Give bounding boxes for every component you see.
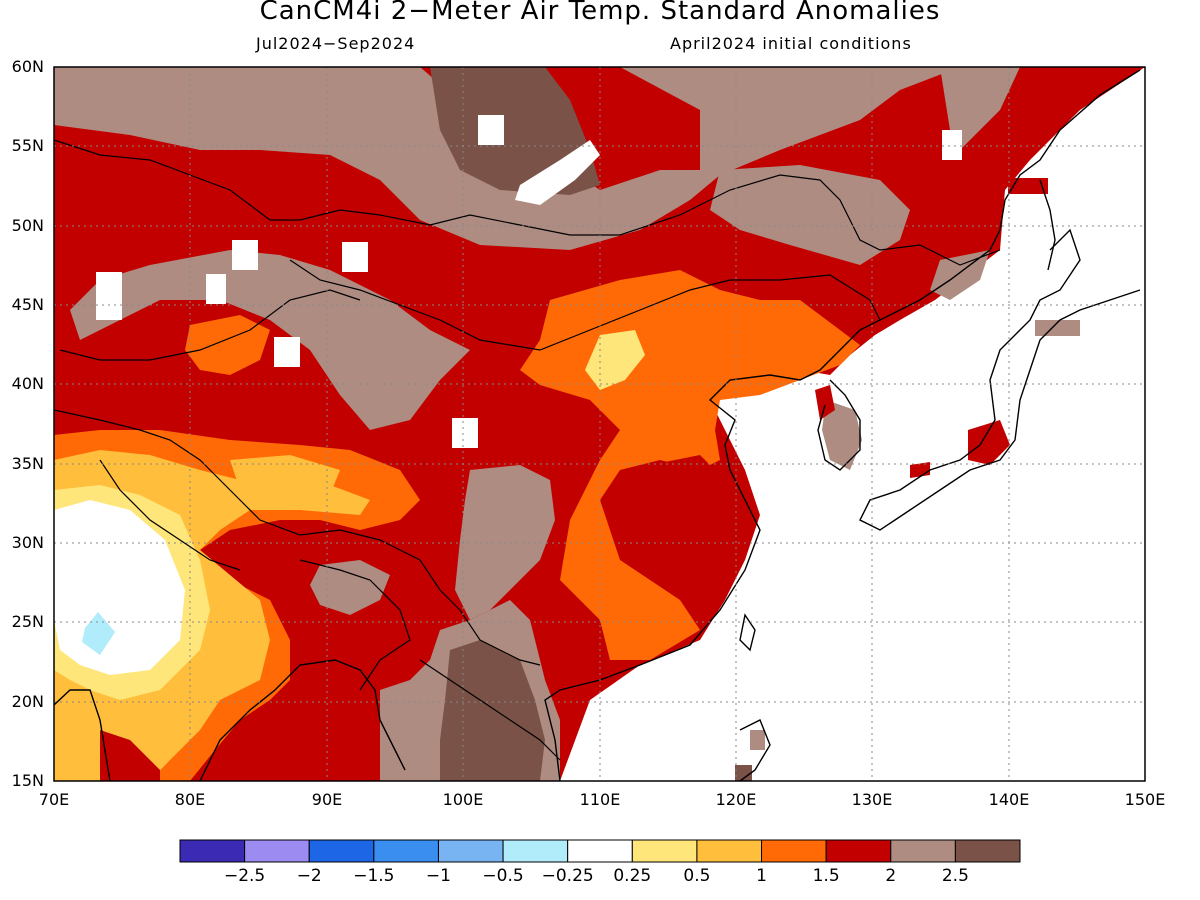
coastlines [54,69,1141,781]
lon-label: 140E [988,790,1030,809]
colorbar-swatch [890,839,956,863]
colorbar-swatch [567,839,633,863]
colorbar-swatch [696,839,763,863]
lat-label: 55N [11,136,44,155]
colorbar-swatch [502,839,569,863]
lat-label: 25N [11,612,44,631]
colorbar-label: 2.5 [941,866,969,886]
lon-label: 80E [174,790,206,809]
colorbar-label: 1.5 [812,866,840,886]
colorbar-label: 0.25 [613,866,652,886]
lon-label: 150E [1124,790,1166,809]
lat-label: 15N [11,771,44,790]
colorbar-label: −1.5 [353,866,395,886]
lat-label: 30N [11,533,44,552]
lat-label: 60N [11,57,44,76]
lon-label: 130E [851,790,893,809]
colorbar [179,839,1021,863]
political-borders [54,139,1001,761]
colorbar-label: −1 [425,866,451,886]
forecast-period: Jul2024−Sep2024 [256,34,416,53]
lat-label: 45N [11,295,44,314]
colorbar-label: −0.5 [482,866,524,886]
lon-label: 120E [715,790,757,809]
colorbar-label: 0.5 [683,866,711,886]
lon-label: 100E [442,790,484,809]
lon-label: 110E [579,790,621,809]
colorbar-swatch [954,839,1021,863]
colorbar-swatch [179,839,246,863]
map-frame [53,66,1146,782]
colorbar-swatch [825,839,892,863]
colorbar-label: −2.5 [223,866,266,886]
lon-label: 70E [38,790,70,809]
colorbar-label: 1 [756,866,767,886]
colorbar-swatch [373,839,439,863]
lon-label: 90E [311,790,343,809]
colorbar-swatch [244,839,310,863]
lat-label: 50N [11,216,44,235]
lat-label: 40N [11,374,44,393]
colorbar-label: −0.25 [541,866,594,886]
lat-label: 20N [11,692,44,711]
initial-conditions: April2024 initial conditions [670,34,912,53]
colorbar-swatch [631,839,698,863]
map-title: CanCM4i 2−Meter Air Temp. Standard Anoma… [259,0,941,26]
lat-label: 35N [11,454,44,473]
colorbar-swatch [437,839,504,863]
colorbar-swatch [761,839,827,863]
colorbar-label: 2 [885,866,897,886]
colorbar-swatch [308,839,375,863]
gridlines [54,67,1145,781]
colorbar-label: −2 [296,866,322,886]
